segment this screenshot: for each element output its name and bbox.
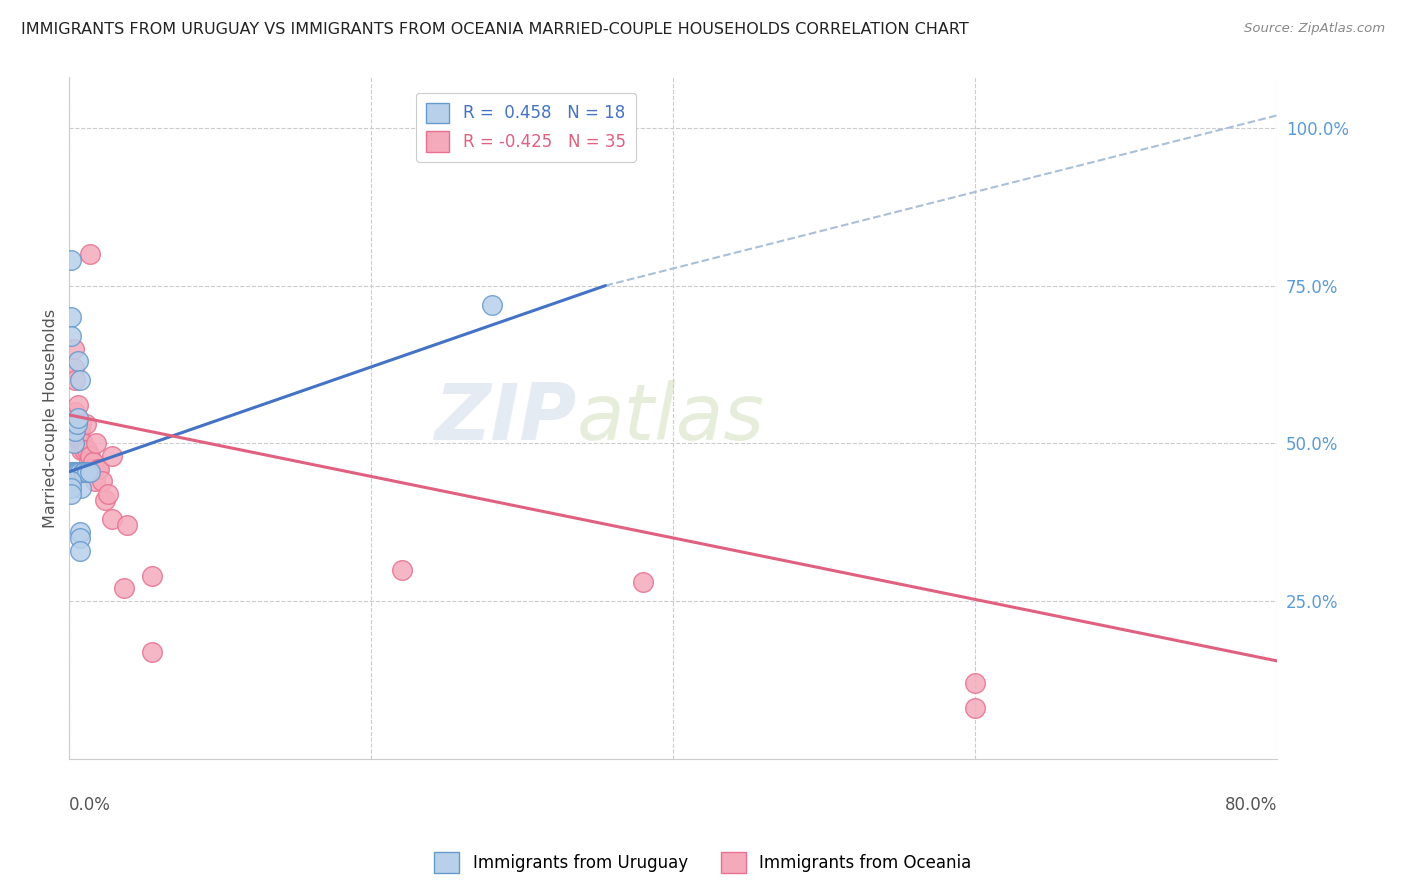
- Point: [70, 442, 93, 457]
- Point: [62, 342, 84, 356]
- Point: [115, 518, 138, 533]
- Point: [965, 676, 987, 690]
- Point: [100, 512, 122, 526]
- Point: [59, 474, 82, 488]
- Point: [62, 360, 84, 375]
- Point: [86, 436, 108, 450]
- Point: [69, 543, 91, 558]
- Point: [59, 329, 82, 343]
- Point: [87, 461, 110, 475]
- Point: [80, 461, 103, 475]
- Point: [69, 424, 91, 438]
- Point: [67, 354, 90, 368]
- Point: [69, 436, 91, 450]
- Text: 80.0%: 80.0%: [1225, 797, 1278, 814]
- Point: [100, 449, 122, 463]
- Point: [84, 474, 107, 488]
- Point: [66, 430, 89, 444]
- Point: [79, 465, 101, 479]
- Point: [77, 455, 100, 469]
- Point: [72, 465, 94, 479]
- Point: [65, 405, 87, 419]
- Point: [67, 411, 90, 425]
- Point: [70, 417, 93, 432]
- Point: [79, 449, 101, 463]
- Text: 0.0%: 0.0%: [69, 797, 111, 814]
- Point: [59, 253, 82, 268]
- Point: [59, 465, 82, 479]
- Point: [73, 442, 96, 457]
- Point: [97, 487, 120, 501]
- Point: [76, 465, 98, 479]
- Point: [69, 524, 91, 539]
- Point: [62, 467, 84, 482]
- Point: [89, 461, 111, 475]
- Point: [62, 436, 84, 450]
- Point: [59, 487, 82, 501]
- Point: [69, 531, 91, 545]
- Point: [112, 582, 135, 596]
- Point: [66, 417, 89, 432]
- Point: [69, 465, 91, 479]
- Text: IMMIGRANTS FROM URUGUAY VS IMMIGRANTS FROM OCEANIA MARRIED-COUPLE HOUSEHOLDS COR: IMMIGRANTS FROM URUGUAY VS IMMIGRANTS FR…: [21, 22, 969, 37]
- Point: [391, 562, 413, 576]
- Text: ZIP: ZIP: [434, 380, 576, 456]
- Point: [59, 481, 82, 495]
- Legend: R =  0.458   N = 18, R = -0.425   N = 35: R = 0.458 N = 18, R = -0.425 N = 35: [416, 93, 636, 161]
- Point: [70, 481, 93, 495]
- Point: [965, 701, 987, 715]
- Point: [59, 424, 82, 438]
- Point: [73, 465, 96, 479]
- Point: [60, 474, 83, 488]
- Point: [59, 310, 82, 325]
- Point: [631, 575, 654, 590]
- Point: [65, 373, 87, 387]
- Point: [72, 436, 94, 450]
- Point: [82, 455, 104, 469]
- Point: [76, 442, 98, 457]
- Point: [60, 465, 83, 479]
- Point: [67, 417, 90, 432]
- Point: [91, 474, 114, 488]
- Point: [60, 411, 83, 425]
- Point: [75, 417, 97, 432]
- Point: [67, 465, 90, 479]
- Y-axis label: Married-couple Households: Married-couple Households: [44, 309, 58, 528]
- Point: [65, 424, 87, 438]
- Point: [66, 417, 89, 432]
- Point: [66, 465, 89, 479]
- Legend: Immigrants from Uruguay, Immigrants from Oceania: Immigrants from Uruguay, Immigrants from…: [427, 846, 979, 880]
- Point: [65, 465, 87, 479]
- Text: atlas: atlas: [576, 380, 765, 456]
- Text: Source: ZipAtlas.com: Source: ZipAtlas.com: [1244, 22, 1385, 36]
- Point: [481, 297, 503, 311]
- Point: [94, 493, 117, 508]
- Point: [141, 569, 163, 583]
- Point: [67, 399, 90, 413]
- Point: [69, 373, 91, 387]
- Point: [79, 247, 101, 261]
- Point: [141, 644, 163, 658]
